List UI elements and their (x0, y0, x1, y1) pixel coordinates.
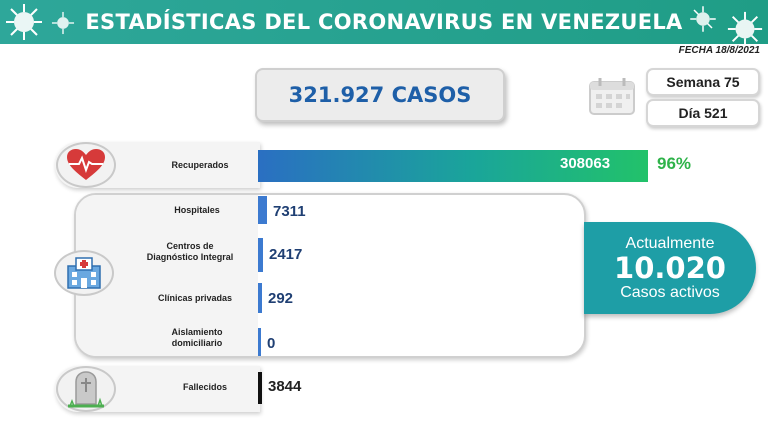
deaths-value: 3844 (268, 378, 302, 395)
page-title: ESTADÍSTICAS DEL CORONAVIRUS EN VENEZUEL… (85, 10, 683, 34)
virus-icon (727, 11, 763, 47)
total-cases-box: 321.927 CASOS (255, 68, 505, 122)
active-top-label: Actualmente (625, 235, 715, 252)
value-clinicas: 292 (268, 290, 294, 307)
label-aislamiento-line1: Aislamiento (171, 327, 223, 337)
virus-icon (690, 6, 716, 32)
header-banner: ESTADÍSTICAS DEL CORONAVIRUS EN VENEZUEL… (0, 0, 768, 47)
heart-pulse-icon (67, 149, 105, 180)
report-date: FECHA 18/8/2021 (678, 45, 760, 56)
recovered-label: Recuperados (171, 160, 229, 170)
label-aislamiento-line2: domiciliario (171, 338, 223, 348)
virus-icon (51, 11, 75, 35)
heart-icon-holder (56, 142, 116, 188)
recovered-percent: 96% (657, 154, 692, 173)
tombstone-icon-holder (56, 366, 116, 412)
label-cdi: Centros de Diagnóstico Integral (130, 241, 250, 263)
label-cdi-line2: Diagnóstico Integral (146, 252, 234, 262)
bar-aislamiento (258, 328, 261, 356)
tombstone-icon (68, 371, 104, 408)
value-hospitales: 7311 (273, 203, 306, 220)
label-hospitales: Hospitales (174, 205, 220, 215)
recovered-value: 308063 (560, 155, 611, 172)
virus-icon (6, 4, 42, 40)
calendar-icon (589, 78, 635, 115)
bar-hospitales (258, 196, 267, 224)
value-aislamiento: 0 (267, 335, 276, 352)
day-badge: Día 521 (646, 99, 760, 127)
total-cases: 321.927 CASOS (288, 83, 472, 107)
bar-recovered (258, 150, 648, 182)
deaths-label: Fallecidos (182, 382, 227, 392)
week-badge: Semana 75 (646, 68, 760, 96)
active-bottom-label: Casos activos (620, 284, 720, 301)
value-cdi: 2417 (269, 246, 303, 263)
active-cases-badge: Actualmente 10.020 Casos activos (584, 222, 756, 314)
label-aislamiento: Aislamiento domiciliario (150, 327, 244, 349)
hospital-icon (67, 257, 101, 289)
label-cdi-line1: Centros de (166, 241, 214, 251)
bar-cdi (258, 238, 263, 272)
active-cases-number: 10.020 (614, 251, 726, 285)
bar-clinicas (258, 283, 262, 313)
label-clinicas: Clínicas privadas (157, 293, 233, 303)
bar-fallecidos (258, 372, 262, 404)
hospital-icon-holder (54, 250, 114, 296)
